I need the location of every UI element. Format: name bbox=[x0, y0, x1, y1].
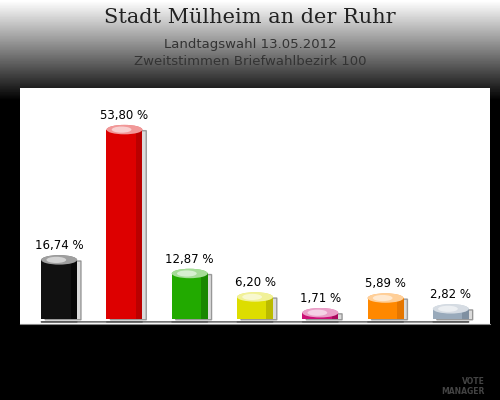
Ellipse shape bbox=[242, 294, 262, 300]
Ellipse shape bbox=[368, 293, 404, 303]
Text: Zweitstimmen Briefwahlbezirk 100: Zweitstimmen Briefwahlbezirk 100 bbox=[134, 55, 366, 68]
Ellipse shape bbox=[177, 270, 197, 276]
FancyBboxPatch shape bbox=[306, 314, 342, 320]
Text: 12,87 %: 12,87 % bbox=[166, 253, 214, 266]
Ellipse shape bbox=[172, 269, 208, 278]
FancyBboxPatch shape bbox=[372, 299, 408, 320]
Ellipse shape bbox=[433, 304, 469, 314]
Text: 5,89 %: 5,89 % bbox=[365, 278, 406, 290]
FancyBboxPatch shape bbox=[110, 131, 146, 320]
Ellipse shape bbox=[302, 308, 338, 318]
Ellipse shape bbox=[106, 125, 142, 134]
Text: Landtagswahl 13.05.2012: Landtagswahl 13.05.2012 bbox=[164, 38, 336, 51]
Ellipse shape bbox=[106, 125, 142, 134]
Ellipse shape bbox=[41, 255, 77, 265]
Bar bbox=[397, 298, 404, 319]
Ellipse shape bbox=[172, 269, 208, 278]
FancyBboxPatch shape bbox=[176, 274, 212, 320]
Bar bbox=[462, 309, 469, 319]
Ellipse shape bbox=[373, 295, 392, 301]
Text: 1,71 %: 1,71 % bbox=[300, 292, 341, 305]
FancyBboxPatch shape bbox=[437, 310, 472, 320]
Text: VOTE
MANAGER: VOTE MANAGER bbox=[442, 377, 485, 396]
Text: 2,82 %: 2,82 % bbox=[430, 288, 472, 301]
Bar bbox=[433, 309, 469, 319]
Ellipse shape bbox=[237, 292, 273, 302]
Ellipse shape bbox=[46, 257, 66, 263]
Bar bbox=[332, 313, 338, 319]
Bar bbox=[237, 297, 273, 319]
Ellipse shape bbox=[438, 306, 458, 312]
Text: 16,74 %: 16,74 % bbox=[35, 239, 84, 252]
Bar bbox=[106, 130, 142, 319]
Bar bbox=[136, 130, 142, 319]
Ellipse shape bbox=[308, 310, 328, 316]
Bar bbox=[302, 313, 338, 319]
Ellipse shape bbox=[41, 255, 77, 265]
Text: 6,20 %: 6,20 % bbox=[234, 276, 276, 289]
Ellipse shape bbox=[112, 126, 132, 133]
Bar bbox=[201, 274, 207, 319]
Text: Stadt Mülheim an der Ruhr: Stadt Mülheim an der Ruhr bbox=[104, 8, 396, 27]
Bar bbox=[266, 297, 273, 319]
Bar bbox=[41, 260, 77, 319]
FancyBboxPatch shape bbox=[241, 298, 277, 320]
Ellipse shape bbox=[302, 308, 338, 318]
Ellipse shape bbox=[368, 293, 404, 303]
Bar bbox=[368, 298, 404, 319]
Text: 53,80 %: 53,80 % bbox=[100, 109, 148, 122]
Bar bbox=[172, 274, 208, 319]
Ellipse shape bbox=[433, 304, 469, 314]
FancyBboxPatch shape bbox=[45, 261, 81, 320]
Ellipse shape bbox=[237, 292, 273, 302]
Bar bbox=[70, 260, 77, 319]
